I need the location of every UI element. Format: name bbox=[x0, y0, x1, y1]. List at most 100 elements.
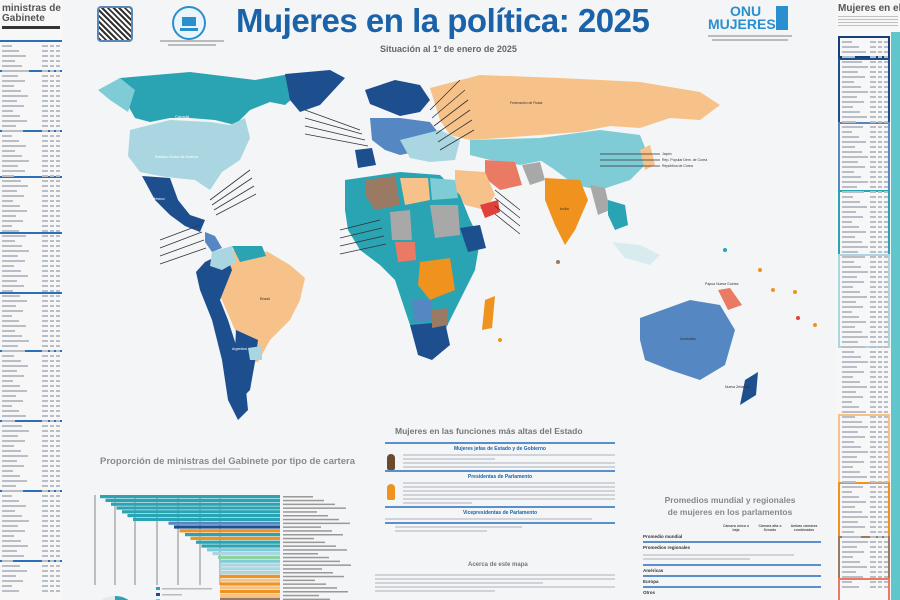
table-row bbox=[842, 140, 888, 144]
cabinet-chart-title: Proporción de ministras del Gabinete por… bbox=[100, 456, 355, 467]
iberia-region[interactable] bbox=[355, 148, 376, 168]
australia-region[interactable] bbox=[640, 300, 735, 380]
map-label-mexico: México bbox=[152, 196, 165, 201]
averages-table: Cámara única o baja Cámara alta o Senado… bbox=[643, 524, 821, 597]
region-divider bbox=[0, 176, 62, 178]
table-row bbox=[2, 559, 60, 563]
alaska-region[interactable] bbox=[98, 78, 135, 112]
table-row bbox=[842, 485, 888, 489]
japan-region[interactable] bbox=[640, 145, 655, 170]
table-row bbox=[2, 234, 60, 238]
table-row bbox=[842, 180, 888, 184]
central-america-region[interactable] bbox=[205, 232, 222, 252]
south-africa-region[interactable] bbox=[410, 322, 450, 360]
arabia-region[interactable] bbox=[455, 170, 495, 210]
china-region[interactable] bbox=[540, 130, 650, 190]
table-row bbox=[842, 230, 888, 234]
niger-region[interactable] bbox=[390, 210, 412, 240]
libya-region[interactable] bbox=[400, 178, 430, 205]
table-row bbox=[2, 309, 60, 313]
greenland-region[interactable] bbox=[285, 70, 345, 112]
column-upper-house: Cámara alta o Senado bbox=[758, 524, 782, 532]
ethiopia-region[interactable] bbox=[460, 225, 486, 252]
botswana-region[interactable] bbox=[432, 308, 448, 328]
table-row bbox=[2, 109, 60, 113]
region-row: Europa bbox=[643, 579, 659, 584]
east-europe-region[interactable] bbox=[400, 130, 460, 162]
table-row bbox=[842, 315, 888, 319]
table-row bbox=[842, 170, 888, 174]
iran-region[interactable] bbox=[485, 160, 522, 190]
central-asia-region[interactable] bbox=[470, 138, 545, 165]
table-row bbox=[842, 260, 888, 264]
map-label-usa: Estados Unidos de América bbox=[155, 155, 198, 159]
canada-region[interactable] bbox=[100, 72, 315, 125]
table-row bbox=[2, 54, 60, 58]
table-row bbox=[842, 435, 888, 439]
world-map[interactable]: Federación de Rusia Brasil India Austral… bbox=[62, 60, 836, 440]
table-row bbox=[2, 69, 60, 73]
angola-region[interactable] bbox=[412, 300, 432, 322]
table-row bbox=[2, 319, 60, 323]
usa-region[interactable] bbox=[128, 118, 250, 190]
uruguay-region[interactable] bbox=[248, 346, 262, 360]
nigeria-region[interactable] bbox=[395, 242, 416, 262]
right-panel-intro bbox=[838, 16, 898, 26]
vietnam-region[interactable] bbox=[608, 200, 628, 230]
table-row bbox=[2, 259, 60, 263]
table-row bbox=[842, 415, 888, 419]
table-row bbox=[842, 100, 888, 104]
un-women-logo-line1: ONU bbox=[730, 3, 762, 19]
table-row bbox=[842, 425, 889, 429]
left-table-panel: ministras de Gabinete bbox=[0, 0, 62, 600]
indonesia-region[interactable] bbox=[612, 242, 660, 265]
india-region[interactable] bbox=[545, 178, 588, 245]
afghanistan-region[interactable] bbox=[522, 162, 545, 185]
table-row bbox=[842, 510, 888, 514]
un-women-caption bbox=[708, 33, 792, 43]
table-row bbox=[842, 395, 888, 399]
table-row bbox=[2, 349, 60, 353]
venezuela-region[interactable] bbox=[232, 246, 266, 262]
madagascar-region[interactable] bbox=[482, 296, 495, 330]
table-row bbox=[2, 229, 60, 233]
new-zealand-region[interactable] bbox=[740, 372, 758, 405]
table-row bbox=[2, 459, 60, 463]
congo-region[interactable] bbox=[418, 258, 455, 300]
yemen-region[interactable] bbox=[480, 200, 500, 218]
region-row: Américas bbox=[643, 568, 664, 573]
table-row bbox=[2, 489, 60, 493]
andean-region[interactable] bbox=[196, 252, 248, 420]
averages-header: Cámara única o baja Cámara alta o Senado… bbox=[643, 524, 821, 532]
scandinavia-region[interactable] bbox=[365, 80, 430, 116]
table-row bbox=[842, 175, 888, 179]
table-row bbox=[2, 99, 60, 103]
table-row bbox=[2, 329, 60, 333]
table-row bbox=[842, 405, 888, 409]
table-row bbox=[2, 429, 60, 433]
table-row bbox=[2, 504, 60, 508]
myanmar-region[interactable] bbox=[590, 185, 610, 215]
table-row bbox=[842, 70, 888, 74]
table-row bbox=[842, 370, 888, 374]
table-row bbox=[842, 480, 888, 484]
table-row bbox=[842, 290, 888, 294]
table-row bbox=[2, 159, 60, 163]
brazil-region[interactable] bbox=[212, 248, 305, 362]
page-subtitle: Situación al 1º de enero de 2025 bbox=[380, 44, 517, 54]
mexico-region[interactable] bbox=[142, 176, 205, 232]
right-table-panel: Mujeres en el p bbox=[836, 0, 900, 600]
table-row bbox=[842, 160, 888, 164]
papua-region[interactable] bbox=[718, 288, 742, 310]
map-label-canada: Canadá bbox=[175, 114, 190, 119]
sudan-region[interactable] bbox=[430, 205, 460, 238]
table-row bbox=[842, 90, 888, 94]
table-row bbox=[2, 44, 60, 48]
colombia-region[interactable] bbox=[210, 246, 236, 270]
qr-code-icon[interactable] bbox=[97, 6, 133, 42]
russia-region[interactable] bbox=[430, 75, 720, 140]
algeria-region[interactable] bbox=[365, 176, 400, 210]
table-row bbox=[842, 575, 888, 579]
egypt-region[interactable] bbox=[430, 178, 458, 200]
table-row bbox=[2, 224, 60, 228]
